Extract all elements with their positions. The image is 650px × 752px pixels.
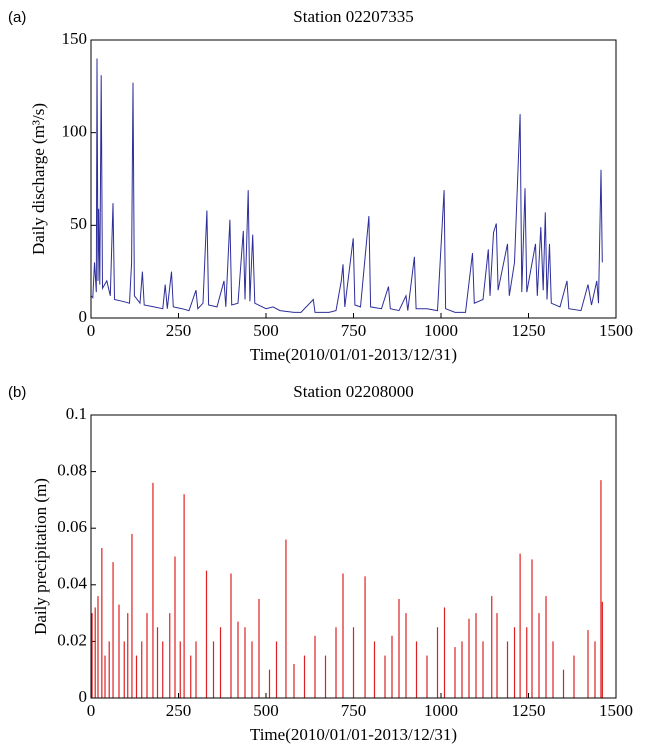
y-tick-label: 0.02: [57, 630, 87, 649]
y-axis-label: Daily precipitation (m): [31, 478, 50, 635]
x-tick-label: 750: [341, 321, 367, 340]
y-tick-label: 0.06: [57, 517, 87, 536]
x-tick-label: 1250: [512, 701, 546, 720]
x-axis-label: Time(2010/01/01-2013/12/31): [250, 345, 457, 364]
y-tick-label: 150: [62, 29, 88, 48]
panel-label: (b): [8, 384, 26, 401]
y-tick-label: 0.08: [57, 461, 87, 480]
x-tick-label: 250: [166, 321, 192, 340]
chart-title: Station 02207335: [293, 7, 413, 26]
x-axis-label: Time(2010/01/01-2013/12/31): [250, 725, 457, 744]
x-tick-label: 0: [87, 321, 96, 340]
x-tick-label: 750: [341, 701, 367, 720]
y-tick-label: 0: [79, 307, 88, 326]
y-axis-label: Daily discharge (m³/s): [29, 103, 48, 255]
y-tick-label: 0.04: [57, 574, 87, 593]
y-tick-label: 100: [62, 122, 88, 141]
x-tick-label: 1500: [599, 701, 633, 720]
x-tick-label: 1000: [424, 321, 458, 340]
x-tick-label: 1250: [512, 321, 546, 340]
y-tick-label: 0: [79, 687, 88, 706]
y-tick-label: 0.1: [66, 404, 87, 423]
discharge-line: [90, 58, 603, 313]
plot-frame: [90, 39, 617, 319]
plot-frame: [90, 414, 617, 699]
panel-label: (a): [8, 9, 26, 26]
x-tick-label: 1000: [424, 701, 458, 720]
x-tick-label: 250: [166, 701, 192, 720]
chart-title: Station 02208000: [293, 382, 413, 401]
x-tick-label: 1500: [599, 321, 633, 340]
x-tick-label: 500: [253, 321, 279, 340]
y-tick-label: 50: [70, 214, 87, 233]
x-tick-label: 500: [253, 701, 279, 720]
x-tick-label: 0: [87, 701, 96, 720]
